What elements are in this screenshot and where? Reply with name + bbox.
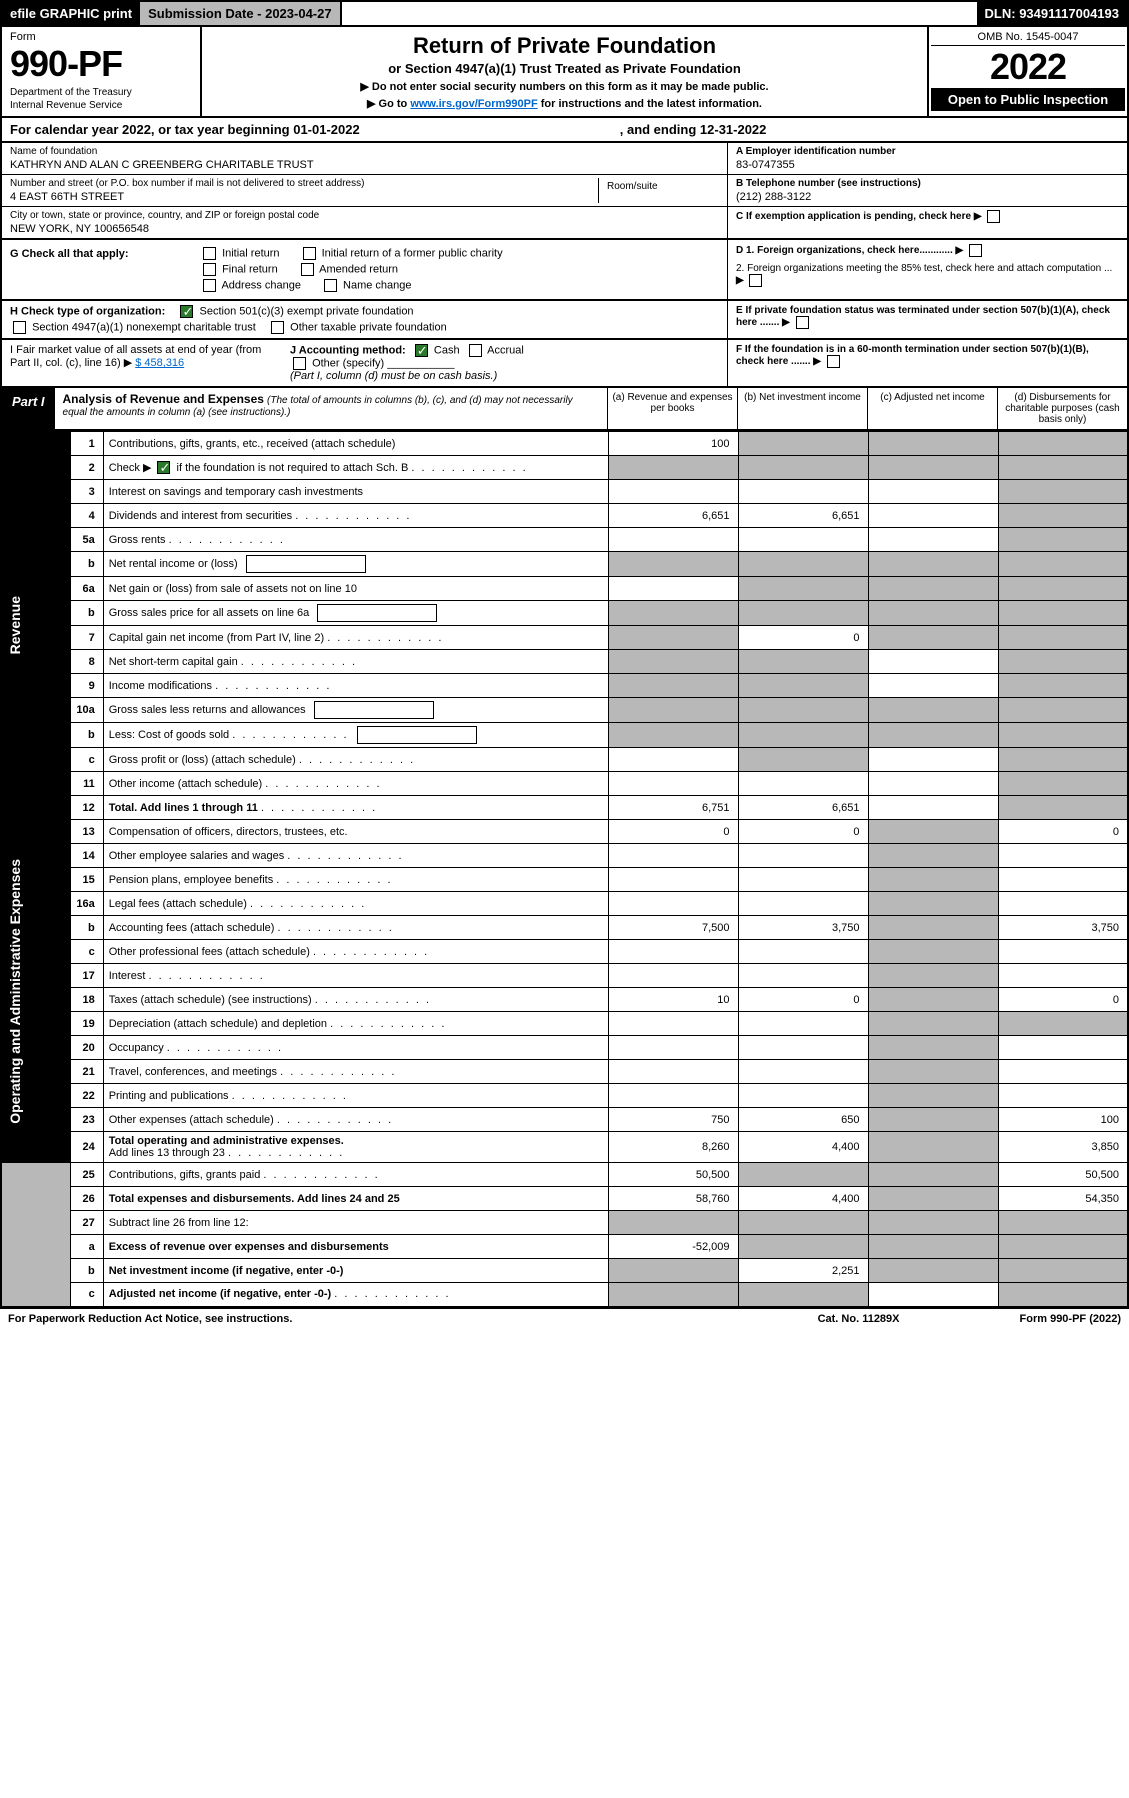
- open-public: Open to Public Inspection: [931, 88, 1125, 111]
- checkbox-c[interactable]: [987, 210, 1000, 223]
- j-note: (Part I, column (d) must be on cash basi…: [290, 370, 497, 382]
- entity-info: Name of foundation KATHRYN AND ALAN C GR…: [0, 143, 1129, 240]
- checkbox-4947[interactable]: [13, 321, 26, 334]
- h-label: H Check type of organization:: [10, 305, 165, 317]
- checkbox-taxable[interactable]: [271, 321, 284, 334]
- f-label: F If the foundation is in a 60-month ter…: [736, 344, 1089, 367]
- top-bar: efile GRAPHIC print Submission Date - 20…: [0, 0, 1129, 27]
- form-number: 990-PF: [10, 43, 192, 85]
- section-g: G Check all that apply: Initial return I…: [0, 240, 1129, 301]
- exemption-label: C If exemption application is pending, c…: [736, 211, 971, 222]
- dept-treasury: Department of the Treasury: [10, 87, 192, 98]
- checkbox-schb[interactable]: [157, 461, 170, 474]
- col-d-hdr: (d) Disbursements for charitable purpose…: [997, 388, 1127, 429]
- ein: 83-0747355: [736, 159, 1119, 171]
- checkbox-address[interactable]: [203, 279, 216, 292]
- d1-label: D 1. Foreign organizations, check here..…: [736, 245, 953, 256]
- omb-number: OMB No. 1545-0047: [931, 29, 1125, 46]
- checkbox-d2[interactable]: [749, 274, 762, 287]
- checkbox-cash[interactable]: [415, 344, 428, 357]
- revenue-vlabel: Revenue: [7, 596, 23, 654]
- checkbox-501c3[interactable]: [180, 305, 193, 318]
- efile-label[interactable]: efile GRAPHIC print: [2, 2, 140, 25]
- col-c-hdr: (c) Adjusted net income: [867, 388, 997, 429]
- room-label: Room/suite: [599, 178, 719, 203]
- section-h: H Check type of organization: Section 50…: [0, 301, 1129, 340]
- addr-label: Number and street (or P.O. box number if…: [10, 178, 598, 189]
- fmv-value[interactable]: $ 458,316: [135, 357, 184, 369]
- checkbox-initial-former[interactable]: [303, 247, 316, 260]
- checkbox-f[interactable]: [827, 355, 840, 368]
- phone: (212) 288-3122: [736, 191, 1119, 203]
- g-label: G Check all that apply:: [10, 248, 180, 260]
- form-header: Form 990-PF Department of the Treasury I…: [0, 27, 1129, 118]
- form-ref: Form 990-PF (2022): [1020, 1313, 1121, 1325]
- part1-table: Revenue 1Contributions, gifts, grants, e…: [0, 431, 1129, 1308]
- checkbox-accrual[interactable]: [469, 344, 482, 357]
- col-a-hdr: (a) Revenue and expenses per books: [607, 388, 737, 429]
- j-label: J Accounting method:: [290, 344, 406, 356]
- street-address: 4 EAST 66TH STREET: [10, 191, 598, 203]
- form990pf-link[interactable]: www.irs.gov/Form990PF: [410, 98, 537, 110]
- form-subtitle: or Section 4947(a)(1) Trust Treated as P…: [208, 61, 921, 76]
- ein-label: A Employer identification number: [736, 146, 896, 157]
- dept-irs: Internal Revenue Service: [10, 100, 192, 111]
- instr-2: ▶ Go to www.irs.gov/Form990PF for instru…: [208, 97, 921, 110]
- part1-label: Part I: [2, 388, 55, 429]
- checkbox-amended[interactable]: [301, 263, 314, 276]
- foundation-name: KATHRYN AND ALAN C GREENBERG CHARITABLE …: [10, 159, 719, 171]
- d2-label: 2. Foreign organizations meeting the 85%…: [736, 263, 1112, 274]
- e-label: E If private foundation status was termi…: [736, 305, 1110, 328]
- city-state-zip: NEW YORK, NY 100656548: [10, 223, 719, 235]
- arrow-icon: ▶: [974, 211, 984, 222]
- submission-date: Submission Date - 2023-04-27: [140, 2, 342, 25]
- paperwork-notice: For Paperwork Reduction Act Notice, see …: [8, 1313, 292, 1325]
- page-footer: For Paperwork Reduction Act Notice, see …: [0, 1308, 1129, 1329]
- tax-year: 2022: [931, 46, 1125, 88]
- section-ij: I Fair market value of all assets at end…: [0, 340, 1129, 388]
- name-label: Name of foundation: [10, 146, 719, 157]
- city-label: City or town, state or province, country…: [10, 210, 719, 221]
- checkbox-e[interactable]: [796, 316, 809, 329]
- form-title: Return of Private Foundation: [208, 33, 921, 59]
- checkbox-d1[interactable]: [969, 244, 982, 257]
- tax-year-row: For calendar year 2022, or tax year begi…: [0, 118, 1129, 143]
- instr-1: ▶ Do not enter social security numbers o…: [208, 80, 921, 93]
- dln: DLN: 93491117004193: [977, 2, 1127, 25]
- checkbox-initial[interactable]: [203, 247, 216, 260]
- phone-label: B Telephone number (see instructions): [736, 178, 921, 189]
- expenses-vlabel: Operating and Administrative Expenses: [7, 859, 23, 1124]
- form-label: Form: [10, 31, 192, 43]
- col-b-hdr: (b) Net investment income: [737, 388, 867, 429]
- part1-title: Analysis of Revenue and Expenses: [63, 392, 264, 406]
- cat-no: Cat. No. 11289X: [818, 1313, 900, 1325]
- checkbox-other[interactable]: [293, 357, 306, 370]
- checkbox-final[interactable]: [203, 263, 216, 276]
- part1-header: Part I Analysis of Revenue and Expenses …: [0, 388, 1129, 431]
- checkbox-name[interactable]: [324, 279, 337, 292]
